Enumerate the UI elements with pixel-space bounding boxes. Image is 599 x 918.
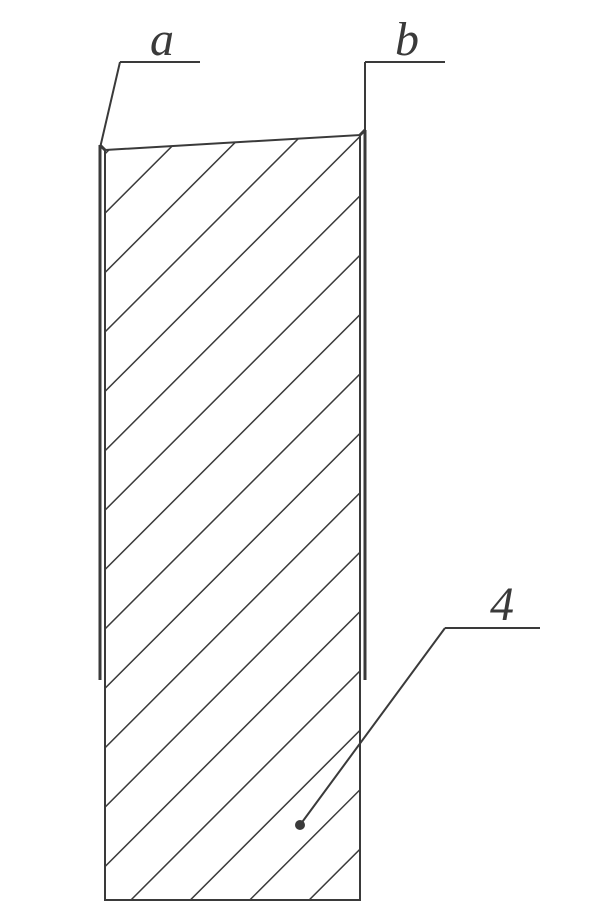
label-a: a — [100, 13, 200, 148]
label-a-text: a — [150, 13, 174, 66]
label-b: b — [365, 13, 445, 134]
cross-section-diagram: a b 4 — [0, 0, 599, 918]
label-ref4-dot — [295, 820, 305, 830]
hatch-fill — [55, 0, 410, 918]
label-b-text: b — [395, 13, 419, 66]
part-outline — [105, 135, 360, 900]
label-a-leader — [100, 62, 120, 148]
label-ref4-text: 4 — [490, 578, 514, 631]
label-ref4: 4 — [295, 578, 540, 830]
label-ref4-leader — [300, 628, 445, 825]
